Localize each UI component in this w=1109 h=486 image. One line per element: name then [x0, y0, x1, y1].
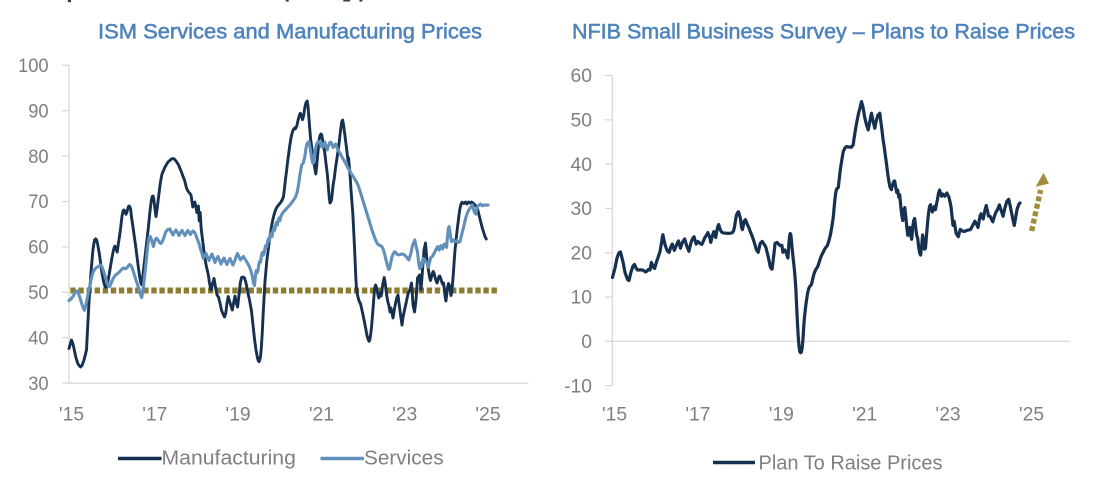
svg-text:50: 50: [28, 283, 48, 304]
svg-text:'17: '17: [142, 405, 167, 426]
svg-text:10: 10: [571, 288, 592, 309]
svg-text:Plan To Raise Prices: Plan To Raise Prices: [759, 453, 943, 475]
svg-text:70: 70: [28, 192, 48, 213]
svg-text:Services: Services: [364, 448, 444, 470]
svg-text:30: 30: [571, 199, 592, 220]
svg-text:'15: '15: [602, 405, 627, 426]
svg-text:'25: '25: [1019, 405, 1044, 426]
svg-text:60: 60: [571, 66, 592, 87]
svg-text:-10: -10: [564, 376, 592, 397]
svg-text:0: 0: [581, 332, 592, 353]
svg-text:'17: '17: [685, 405, 710, 426]
svg-text:60: 60: [28, 238, 48, 259]
svg-text:'19: '19: [226, 405, 251, 426]
svg-text:'23: '23: [392, 405, 417, 426]
svg-text:'25: '25: [475, 405, 500, 426]
svg-text:100: 100: [18, 56, 49, 77]
svg-text:40: 40: [28, 328, 48, 349]
svg-text:'23: '23: [936, 405, 961, 426]
svg-text:NFIB Small Business Survey – P: NFIB Small Business Survey – Plans to Ra…: [572, 20, 1075, 44]
svg-text:ISM Services and Manufacturing: ISM Services and Manufacturing Prices: [98, 20, 482, 44]
svg-text:20: 20: [571, 243, 592, 264]
svg-text:'15: '15: [59, 405, 84, 426]
svg-text:Manufacturing: Manufacturing: [162, 448, 296, 470]
svg-text:'19: '19: [769, 405, 794, 426]
svg-text:50: 50: [571, 111, 592, 132]
svg-text:'21: '21: [852, 405, 877, 426]
svg-text:80: 80: [28, 147, 48, 168]
svg-text:90: 90: [28, 101, 48, 122]
svg-text:'21: '21: [309, 405, 334, 426]
svg-text:40: 40: [571, 155, 592, 176]
svg-text:30: 30: [28, 374, 48, 395]
